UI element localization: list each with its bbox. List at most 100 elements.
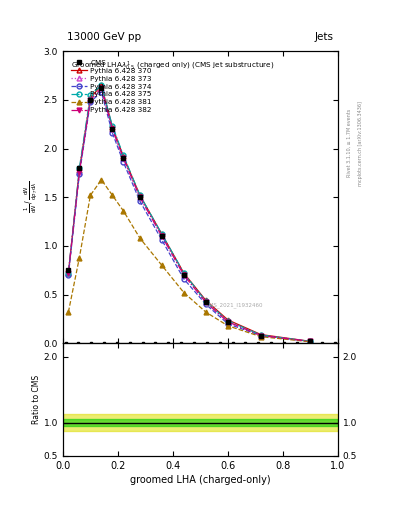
Pythia 6.428 373 — [182, 272, 186, 278]
CMS — [226, 319, 230, 325]
Pythia 6.428 375 — [138, 192, 142, 198]
Pythia 6.428 374 — [66, 272, 71, 278]
Pythia 6.428 382 — [138, 194, 142, 200]
Line: Pythia 6.428 375: Pythia 6.428 375 — [66, 83, 313, 344]
CMS — [88, 97, 93, 103]
Pythia 6.428 382 — [110, 126, 115, 132]
Pythia 6.428 374 — [88, 99, 93, 105]
Pythia 6.428 370 — [77, 167, 82, 173]
Pythia 6.428 373 — [121, 155, 126, 161]
Pythia 6.428 370 — [204, 297, 208, 304]
Pythia 6.428 370 — [182, 270, 186, 276]
Pythia 6.428 373 — [88, 97, 93, 103]
Pythia 6.428 374 — [160, 237, 164, 243]
Pythia 6.428 381 — [99, 177, 104, 183]
Pythia 6.428 382 — [182, 272, 186, 278]
Pythia 6.428 374 — [204, 301, 208, 307]
Pythia 6.428 375 — [259, 332, 263, 338]
Pythia 6.428 373 — [308, 338, 313, 345]
Y-axis label: Ratio to CMS: Ratio to CMS — [32, 375, 41, 424]
Pythia 6.428 374 — [99, 89, 104, 95]
Y-axis label: $\frac{1}{\mathrm{d}N}\,/\,\frac{\mathrm{d}N}{\mathrm{d}p_T\,\mathrm{d}\lambda}$: $\frac{1}{\mathrm{d}N}\,/\,\frac{\mathrm… — [22, 181, 39, 214]
Pythia 6.428 370 — [88, 95, 93, 101]
Pythia 6.428 373 — [160, 233, 164, 239]
Pythia 6.428 381 — [66, 309, 71, 315]
Pythia 6.428 381 — [204, 309, 208, 315]
Line: Pythia 6.428 382: Pythia 6.428 382 — [66, 86, 313, 344]
Pythia 6.428 381 — [110, 192, 115, 198]
Pythia 6.428 375 — [204, 298, 208, 305]
Pythia 6.428 374 — [77, 171, 82, 177]
Pythia 6.428 381 — [138, 235, 142, 241]
Text: 13000 GeV pp: 13000 GeV pp — [67, 32, 141, 42]
Bar — [63, 414, 338, 431]
Pythia 6.428 381 — [182, 290, 186, 296]
Text: CMS_2021_I1932460: CMS_2021_I1932460 — [206, 303, 263, 308]
Pythia 6.428 382 — [204, 300, 208, 306]
Text: mcplots.cern.ch [arXiv:1306.3436]: mcplots.cern.ch [arXiv:1306.3436] — [358, 101, 363, 186]
Pythia 6.428 374 — [138, 198, 142, 204]
Pythia 6.428 370 — [138, 192, 142, 198]
Pythia 6.428 381 — [308, 339, 313, 345]
Line: Pythia 6.428 374: Pythia 6.428 374 — [66, 90, 313, 344]
Pythia 6.428 370 — [259, 331, 263, 337]
Pythia 6.428 374 — [110, 130, 115, 136]
CMS — [66, 267, 71, 273]
Pythia 6.428 373 — [226, 319, 230, 325]
Pythia 6.428 373 — [138, 194, 142, 200]
Text: Groomed LHA$\lambda_{0.5}^{1}$ (charged only) (CMS jet substructure): Groomed LHA$\lambda_{0.5}^{1}$ (charged … — [71, 60, 275, 73]
Pythia 6.428 374 — [182, 276, 186, 282]
Pythia 6.428 381 — [121, 208, 126, 214]
Text: Rivet 3.1.10, ≥ 1.7M events: Rivet 3.1.10, ≥ 1.7M events — [347, 109, 352, 178]
Pythia 6.428 373 — [66, 270, 71, 276]
Pythia 6.428 375 — [308, 338, 313, 345]
Text: Jets: Jets — [315, 32, 334, 42]
Pythia 6.428 375 — [121, 152, 126, 158]
Pythia 6.428 382 — [308, 338, 313, 345]
Pythia 6.428 381 — [259, 334, 263, 340]
CMS — [204, 300, 208, 306]
Pythia 6.428 375 — [88, 92, 93, 98]
Pythia 6.428 375 — [99, 82, 104, 89]
Pythia 6.428 382 — [77, 169, 82, 175]
Pythia 6.428 382 — [160, 233, 164, 239]
Line: Pythia 6.428 373: Pythia 6.428 373 — [66, 86, 313, 344]
Pythia 6.428 382 — [226, 319, 230, 325]
Pythia 6.428 381 — [226, 323, 230, 329]
Pythia 6.428 370 — [160, 231, 164, 238]
Bar — [63, 419, 338, 426]
Pythia 6.428 375 — [66, 270, 71, 276]
Pythia 6.428 370 — [110, 124, 115, 130]
CMS — [308, 338, 313, 345]
Pythia 6.428 374 — [226, 321, 230, 327]
CMS — [259, 332, 263, 338]
Pythia 6.428 370 — [66, 270, 71, 276]
Pythia 6.428 373 — [77, 169, 82, 175]
Pythia 6.428 382 — [66, 270, 71, 276]
Pythia 6.428 373 — [99, 85, 104, 91]
CMS — [138, 194, 142, 200]
Pythia 6.428 375 — [77, 165, 82, 171]
Pythia 6.428 373 — [204, 300, 208, 306]
Pythia 6.428 375 — [226, 318, 230, 324]
CMS — [110, 126, 115, 132]
Pythia 6.428 375 — [182, 270, 186, 276]
Line: CMS: CMS — [66, 86, 313, 344]
Legend: CMS, Pythia 6.428 370, Pythia 6.428 373, Pythia 6.428 374, Pythia 6.428 375, Pyt: CMS, Pythia 6.428 370, Pythia 6.428 373,… — [69, 58, 154, 115]
Pythia 6.428 370 — [121, 153, 126, 159]
CMS — [121, 155, 126, 161]
Pythia 6.428 370 — [308, 338, 313, 345]
Pythia 6.428 381 — [77, 254, 82, 261]
Line: Pythia 6.428 370: Pythia 6.428 370 — [66, 83, 313, 344]
CMS — [160, 233, 164, 239]
Pythia 6.428 382 — [121, 155, 126, 161]
Pythia 6.428 373 — [110, 126, 115, 132]
Pythia 6.428 374 — [121, 159, 126, 165]
Pythia 6.428 374 — [259, 333, 263, 339]
CMS — [99, 85, 104, 91]
CMS — [182, 272, 186, 278]
Pythia 6.428 370 — [99, 82, 104, 89]
Pythia 6.428 382 — [259, 332, 263, 338]
Pythia 6.428 370 — [226, 317, 230, 323]
Pythia 6.428 374 — [308, 338, 313, 345]
